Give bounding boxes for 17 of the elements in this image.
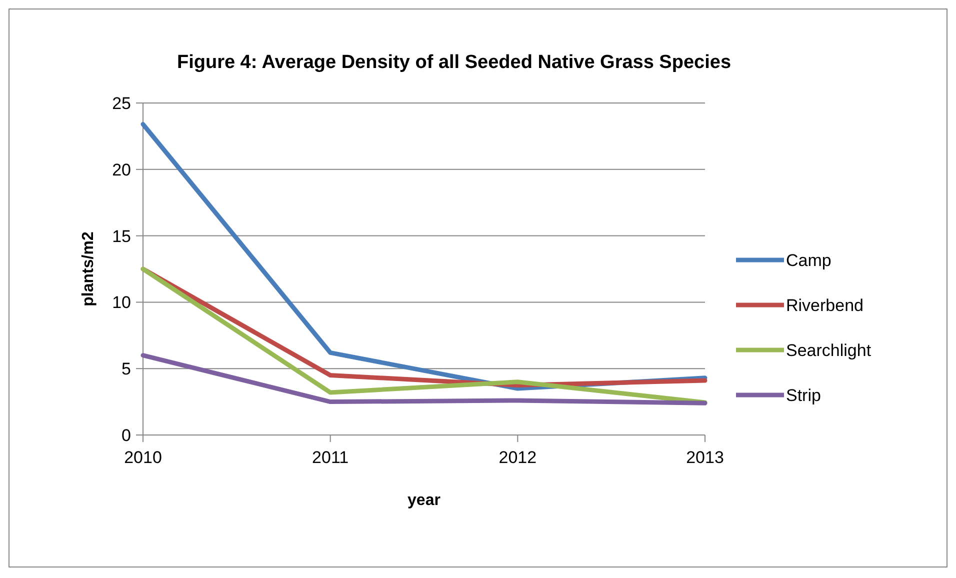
y-tick-label: 20: [112, 160, 131, 180]
legend-label: Camp: [786, 250, 832, 270]
y-tick-label: 25: [112, 94, 131, 113]
x-tick-label: 2013: [686, 448, 724, 467]
chart-title: Figure 4: Average Density of all Seeded Native Grass Species: [176, 52, 732, 73]
x-tick-label: 2012: [498, 448, 537, 467]
x-axis-title: year: [408, 492, 440, 509]
legend-label: Strip: [786, 386, 821, 405]
legend-label: Riverbend: [786, 296, 864, 315]
y-tick-label: 0: [122, 426, 131, 445]
y-tick-label: 10: [112, 293, 131, 312]
x-tick-label: 2010: [124, 448, 162, 467]
y-axis-title: plants/m2: [80, 232, 97, 306]
x-tick-label: 2011: [312, 448, 349, 467]
y-tick-label: 15: [112, 226, 131, 246]
legend-label: Searchlight: [786, 340, 872, 360]
y-tick-label: 5: [122, 360, 131, 379]
